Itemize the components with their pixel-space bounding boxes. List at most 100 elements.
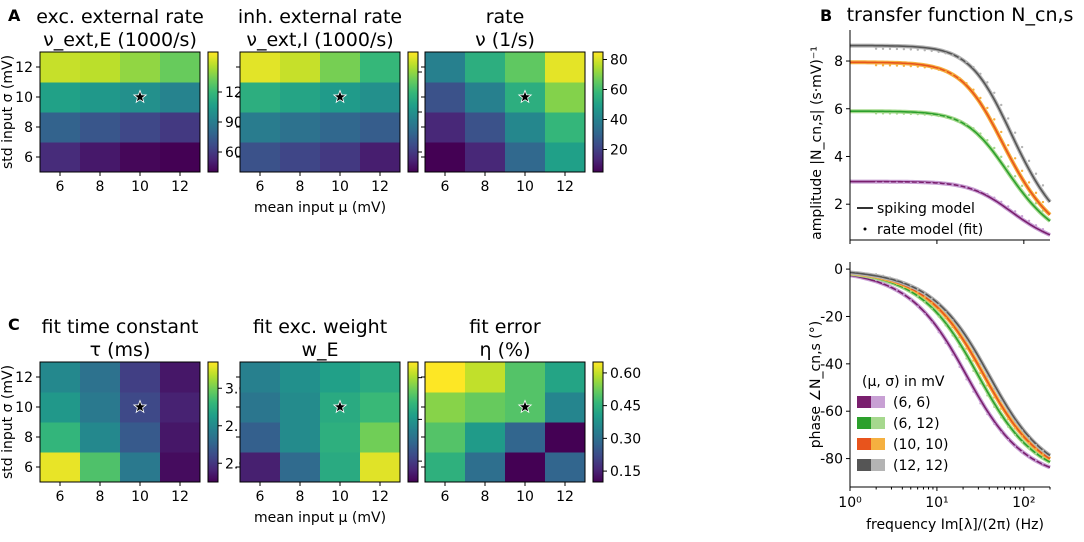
colorbar-segment — [408, 144, 418, 147]
phase-fit-dot — [1027, 455, 1031, 458]
colorbar-segment — [408, 366, 418, 369]
amp-fit-dot — [1000, 155, 1003, 159]
heatmap-cell — [425, 112, 466, 143]
heatmap-cell — [40, 112, 81, 143]
amp-fit-dot — [937, 50, 940, 54]
phase-fit-dot — [1034, 452, 1038, 455]
amp-fit-dot — [965, 122, 968, 126]
colorbar-segment — [208, 474, 218, 477]
heatmap-cell — [80, 392, 121, 423]
amplitude-title: transfer function N_cn,s — [847, 4, 1074, 26]
heatmap-cell — [320, 422, 361, 453]
colorbar-frame — [207, 51, 219, 173]
colorbar-segment — [408, 56, 418, 59]
phase-fit-dot — [951, 334, 954, 337]
x-tick-label: 10 — [516, 179, 534, 195]
colorbar-segment — [593, 86, 603, 89]
heatmap-cell — [360, 82, 401, 113]
colorbar-segment — [408, 476, 418, 479]
heatmap-cell — [505, 52, 546, 83]
star-marker — [517, 89, 533, 104]
colorbar-segment — [408, 114, 418, 117]
colorbar-segment — [408, 452, 418, 455]
colorbar-segment — [208, 362, 218, 365]
colorbar-segment — [408, 120, 418, 123]
colorbar-segment — [408, 88, 418, 91]
amp-fit-dot — [881, 181, 885, 184]
colorbar-segment — [208, 88, 218, 91]
phase-fit-dot — [916, 295, 919, 298]
colorbar-segment — [208, 138, 218, 141]
colorbar-segment — [593, 150, 603, 153]
colorbar-frame — [592, 361, 604, 483]
phase-y-tick-label: -40 — [820, 357, 843, 373]
colorbar-segment — [208, 384, 218, 387]
amp-fit-dot — [902, 181, 906, 184]
amp-fit-dot — [1006, 117, 1010, 120]
amp-fit-dot — [1020, 169, 1024, 173]
colorbar-segment — [408, 364, 418, 367]
colorbar-segment — [593, 406, 603, 409]
colorbar-segment — [593, 62, 603, 65]
colorbar-segment — [408, 146, 418, 149]
heatmap-cell — [425, 392, 466, 423]
colorbar-segment — [593, 442, 603, 445]
heatmap-cell — [240, 82, 281, 113]
colorbar-segment — [208, 464, 218, 467]
heatmap-title: exc. external rate — [36, 6, 204, 28]
heatmap-cell — [320, 142, 361, 173]
colorbar-segment — [408, 128, 418, 131]
amp-fit-dot — [993, 91, 996, 94]
legend-swatch-light — [871, 438, 885, 450]
colorbar-segment — [208, 140, 218, 143]
phase-fit-dot — [923, 312, 926, 315]
colorbar-segment — [593, 400, 603, 403]
colorbar-segment — [208, 104, 218, 107]
colorbar-segment — [593, 112, 603, 115]
phase-fit-dot — [979, 402, 982, 405]
heatmap-cell — [240, 52, 281, 83]
colorbar-segment — [593, 114, 603, 117]
colorbar-segment — [593, 416, 603, 419]
colorbar-segment — [593, 162, 603, 165]
heatmap-cell — [40, 82, 81, 113]
colorbar-segment — [208, 92, 218, 95]
colorbar-segment — [593, 166, 603, 169]
colorbar-segment — [208, 110, 218, 113]
colorbar-segment — [408, 416, 418, 419]
colorbar-segment — [593, 458, 603, 461]
heatmap-cell — [465, 362, 506, 393]
amp-fit-dot — [895, 47, 899, 51]
colorbar-segment — [593, 462, 603, 465]
colorbar-segment — [208, 478, 218, 481]
colorbar-segment — [408, 60, 418, 63]
colorbar-segment — [408, 450, 418, 453]
heatmap-cell — [425, 52, 466, 83]
colorbar-segment — [593, 364, 603, 367]
legend-dot-swatch — [863, 227, 867, 231]
colorbar-segment — [208, 142, 218, 145]
colorbar-segment — [208, 400, 218, 403]
phase-fit-dot — [958, 365, 961, 369]
heatmap-cell — [320, 112, 361, 143]
phase-fit-dot — [923, 300, 926, 304]
colorbar-segment — [408, 376, 418, 379]
colorbar-segment — [408, 388, 418, 391]
colorbar-segment — [208, 122, 218, 125]
colorbar-segment — [408, 378, 418, 381]
colorbar-segment — [408, 134, 418, 137]
colorbar-segment — [593, 430, 603, 433]
amp-fit-dot — [909, 64, 913, 68]
phase-fit-dot — [965, 357, 968, 360]
x-tick-label: 12 — [556, 179, 574, 195]
heatmap-cell — [320, 362, 361, 393]
colorbar-tick-label: 80 — [610, 53, 628, 69]
x-tick-label: 6 — [441, 489, 450, 505]
colorbar-tick-label: 0.30 — [610, 431, 641, 447]
colorbar-segment — [408, 432, 418, 435]
heatmap-cell — [160, 422, 201, 453]
amp-fit-dot — [958, 184, 961, 188]
heatmap-subtitle: ν_ext,E (1000/s) — [43, 29, 197, 51]
colorbar-tick-label: 0.45 — [610, 399, 641, 415]
colorbar-segment — [208, 60, 218, 63]
